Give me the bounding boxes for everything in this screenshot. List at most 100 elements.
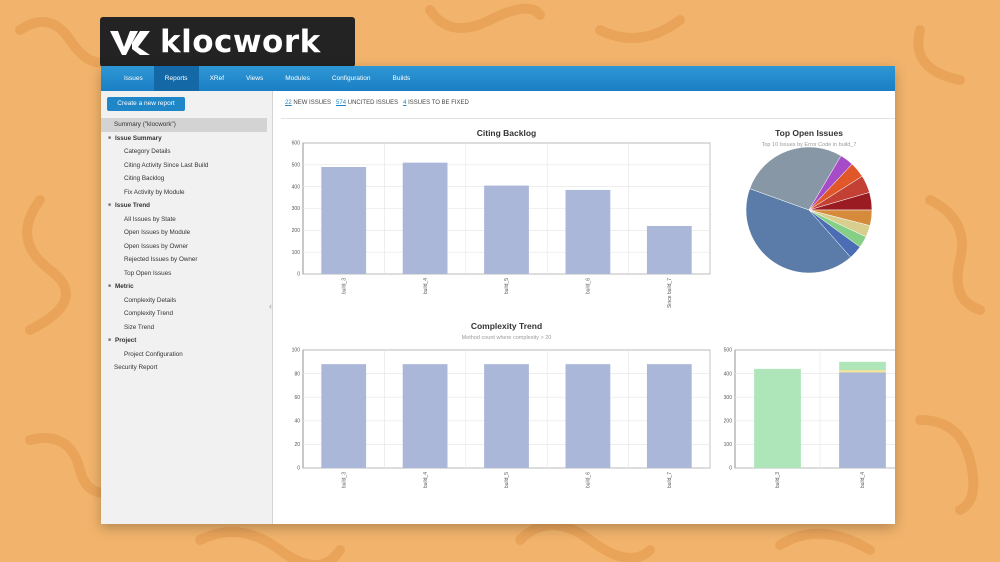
nav-issues[interactable]: Issues — [124, 75, 143, 82]
bar[interactable] — [565, 189, 611, 274]
y-tick-label: 20 — [294, 442, 300, 448]
pie-slice[interactable] — [808, 209, 861, 258]
nav-modules[interactable]: Modules — [285, 75, 310, 82]
nav-builds[interactable]: Builds — [392, 75, 411, 82]
y-tick-label: 200 — [724, 419, 733, 425]
issue-summary-bar: 22 NEW ISSUES 574 UNCITED ISSUES 4 ISSUE… — [285, 100, 469, 106]
report-size-trend[interactable]: Size Trend — [124, 323, 155, 331]
y-tick-label: 0 — [297, 272, 300, 278]
uncited-issues-count[interactable]: 574 — [336, 100, 347, 106]
new-issues-count[interactable]: 22 — [285, 100, 292, 106]
uncited-issues-label: UNCITED ISSUES — [347, 100, 399, 106]
report-open-issues-by-module[interactable]: Open Issues by Module — [124, 229, 191, 236]
chart-title: Top Open Issues — [775, 128, 843, 138]
x-tick-label: build_6 — [586, 472, 592, 488]
top-nav: Issues Reports XRef Views Modules Config… — [101, 66, 895, 91]
klocwork-logo: klocwork — [100, 17, 355, 67]
y-tick-label: 300 — [292, 206, 301, 212]
bar[interactable] — [839, 370, 886, 373]
report-rejected-issues-by-owner[interactable]: Rejected Issues by Owner — [124, 256, 198, 263]
x-tick-label: build_3 — [775, 472, 781, 488]
report-fix-activity[interactable]: Fix Activity by Module — [124, 188, 185, 196]
section-metric[interactable]: Metric — [101, 280, 273, 294]
report-top-open-issues[interactable]: Top Open Issues — [124, 269, 172, 277]
y-tick-label: 500 — [292, 163, 301, 169]
fix-issues-count[interactable]: 4 — [403, 100, 407, 106]
chart-subtitle: Top 10 Issues by Error Code in build_7 — [762, 142, 857, 148]
y-tick-label: 100 — [724, 442, 733, 448]
report-project-configuration[interactable]: Project Configuration — [124, 350, 183, 358]
y-tick-label: 60 — [294, 395, 300, 401]
bar[interactable] — [565, 364, 611, 468]
y-tick-label: 300 — [724, 395, 733, 401]
nav-reports[interactable]: Reports — [153, 66, 199, 91]
pie-slice[interactable] — [745, 188, 852, 274]
bar[interactable] — [402, 162, 448, 274]
chart-subtitle: Method count where complexity > 20 — [462, 335, 552, 341]
x-tick-label: build_5 — [504, 472, 510, 488]
brand-name: klocwork — [160, 24, 321, 60]
report-citing-backlog[interactable]: Citing Backlog — [124, 175, 165, 182]
y-tick-label: 500 — [724, 348, 733, 354]
x-tick-label: build_4 — [860, 472, 866, 488]
report-complexity-trend[interactable]: Complexity Trend — [124, 310, 173, 317]
nav-xref[interactable]: XRef — [209, 75, 225, 82]
chart-svg: 0 100 200 300 400 500 build_3 build_4 — [724, 348, 895, 488]
report-open-issues-by-owner[interactable]: Open Issues by Owner — [124, 242, 189, 250]
chart-svg: Top Open Issues Top 10 Issues by Error Co… — [745, 128, 873, 274]
x-tick-label: build_5 — [504, 278, 510, 294]
x-tick-label: build_3 — [341, 472, 347, 488]
bar[interactable] — [484, 364, 529, 468]
y-tick-label: 400 — [724, 371, 733, 377]
new-issues-label: NEW ISSUES — [293, 100, 332, 106]
citing-backlog-chart: Citing Backlog 0 100 200 300 400 500 600 build_3… — [281, 126, 711, 311]
report-summary[interactable]: Summary ("klocwork") — [101, 118, 267, 132]
create-report-button[interactable]: Create a new report — [107, 97, 185, 111]
size-chart: 0 100 200 300 400 500 build_3 build_4 — [713, 319, 895, 524]
nav-views[interactable]: Views — [246, 75, 264, 82]
chart-title: Citing Backlog — [477, 128, 537, 138]
report-list: Summary ("klocwork") Issue Summary Categ… — [101, 118, 273, 375]
x-tick-label: Since build_7 — [667, 278, 673, 308]
bar[interactable] — [754, 368, 801, 468]
x-tick-label: build_3 — [341, 278, 347, 294]
x-tick-label: build_4 — [423, 472, 429, 488]
report-content: 22 NEW ISSUES 574 UNCITED ISSUES 4 ISSUE… — [273, 91, 895, 524]
y-tick-label: 200 — [292, 228, 301, 234]
app-window: Issues Reports XRef Views Modules Config… — [101, 66, 895, 524]
nav-configuration[interactable]: Configuration — [331, 75, 371, 82]
bar[interactable] — [321, 167, 367, 274]
bar[interactable] — [321, 364, 367, 468]
x-tick-label: build_4 — [423, 278, 429, 294]
klocwork-mark-icon — [110, 31, 150, 55]
y-tick-label: 100 — [292, 348, 301, 354]
bar[interactable] — [646, 364, 692, 468]
chart-svg: Complexity Trend Method count where compl… — [292, 321, 711, 488]
report-complexity-details[interactable]: Complexity Details — [124, 296, 177, 304]
x-tick-label: build_7 — [667, 472, 673, 488]
bar[interactable] — [646, 225, 692, 274]
chart-svg: Citing Backlog 0 100 200 300 400 500 600 build_3… — [292, 128, 711, 308]
top-open-issues-chart: Top Open Issues Top 10 Issues by Error Co… — [713, 126, 893, 311]
bar[interactable] — [402, 364, 448, 468]
chart-title: Complexity Trend — [471, 321, 542, 331]
section-issue-summary[interactable]: Issue Summary — [101, 132, 273, 146]
y-tick-label: 0 — [729, 466, 732, 472]
y-tick-label: 40 — [294, 419, 300, 425]
section-issue-trend[interactable]: Issue Trend — [101, 199, 273, 213]
fix-issues-label: ISSUES TO BE FIXED — [408, 100, 469, 106]
section-project[interactable]: Project — [101, 334, 273, 348]
report-sidebar: Create a new report Summary ("klocwork")… — [101, 91, 273, 524]
sidebar-splitter[interactable] — [269, 298, 273, 318]
report-security[interactable]: Security Report — [114, 364, 158, 371]
bar[interactable] — [839, 361, 886, 371]
report-category-details[interactable]: Category Details — [124, 148, 171, 155]
report-all-issues-by-state[interactable]: All Issues by State — [124, 215, 176, 223]
bar[interactable] — [484, 185, 529, 274]
x-tick-label: build_6 — [586, 278, 592, 294]
bar[interactable] — [839, 372, 886, 468]
report-citing-activity[interactable]: Citing Activity Since Last Build — [124, 161, 209, 169]
y-tick-label: 100 — [292, 250, 301, 256]
y-tick-label: 80 — [294, 371, 300, 377]
